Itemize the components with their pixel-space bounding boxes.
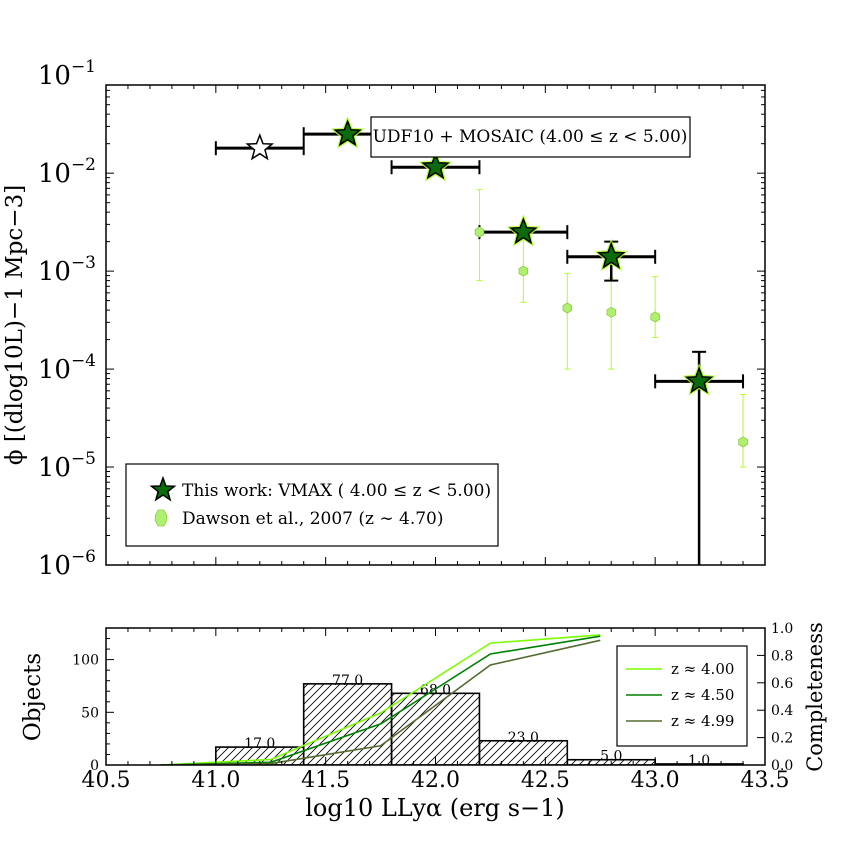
top-legend: This work: VMAX ( 4.00 ≤ z < 5.00) Dawso… bbox=[125, 463, 499, 547]
histogram-panel: 17.077.068.023.05.0 1.0 40.5 41.0 41.5 42.0 4… bbox=[20, 621, 827, 822]
bottom-x-tick-label: 41.5 bbox=[301, 768, 350, 793]
legend-star-shape bbox=[149, 475, 177, 502]
dawson-point bbox=[738, 436, 748, 448]
bottom-y-axis-label: Objects bbox=[20, 653, 46, 741]
bottom-y-tick-label: 0 bbox=[90, 758, 99, 774]
histogram-bar bbox=[390, 692, 481, 765]
bottom-x-tick-label: 42.5 bbox=[521, 768, 570, 793]
vmax-point bbox=[421, 152, 450, 180]
histogram-bar-label: 1.0 bbox=[688, 753, 710, 769]
bottom-x-tick-label: 43.0 bbox=[631, 768, 680, 793]
dawson-point bbox=[650, 311, 660, 323]
bottom-y2-axis-label: Completeness bbox=[803, 622, 827, 772]
top-y-tick-label: 10−2 bbox=[38, 155, 96, 189]
bottom-y2-tick-label: 1.0 bbox=[771, 621, 793, 637]
bottom-y-tick-label: 100 bbox=[72, 653, 99, 669]
legend-hexagon-marker bbox=[154, 509, 168, 527]
completeness-legend: z ≈ 4.00 z ≈ 4.50 z ≈ 4.99 bbox=[616, 645, 748, 747]
histogram-bar-label: 23.0 bbox=[508, 730, 539, 746]
bottom-y2-tick-label: 0.0 bbox=[771, 758, 793, 774]
top-plot-frame bbox=[105, 84, 766, 566]
completeness-lines bbox=[160, 634, 601, 765]
bottom-y-tick-label: 50 bbox=[81, 705, 99, 721]
lf-panel: 10−6 10−5 10−4 10−3 10−2 10−1 ϕ [(dlog10L)−1 … bbox=[2, 57, 766, 581]
completeness-line bbox=[160, 635, 601, 765]
vmax-point bbox=[684, 366, 714, 394]
dawson-point bbox=[518, 265, 529, 277]
completeness-legend-label: z ≈ 4.99 bbox=[671, 712, 734, 730]
completeness-line bbox=[160, 634, 601, 765]
histogram-bar-label: 17.0 bbox=[244, 736, 275, 752]
top-y-axis-label: ϕ [(dlog10L)−1 Mpc−3] bbox=[2, 185, 28, 465]
bottom-y2-tick-label: 0.6 bbox=[771, 676, 793, 692]
bottom-x-tick-label: 42.0 bbox=[411, 768, 460, 793]
vmax-point-open bbox=[245, 133, 275, 161]
top-y-tick-label: 10−5 bbox=[38, 449, 96, 483]
vmax-point bbox=[508, 216, 538, 245]
bottom-y2-tick-label: 0.8 bbox=[771, 648, 793, 664]
bottom-x-tick-label: 43.5 bbox=[741, 768, 790, 793]
completeness-line bbox=[160, 639, 601, 765]
completeness-legend-label: z ≈ 4.50 bbox=[671, 686, 734, 704]
vmax-point bbox=[596, 241, 626, 270]
top-y-tick-label: 10−4 bbox=[38, 351, 96, 385]
legend-frame bbox=[125, 463, 499, 547]
histogram-bar bbox=[478, 739, 569, 765]
dawson-point bbox=[562, 302, 572, 314]
bottom-x-tick-label: 41.0 bbox=[191, 768, 240, 793]
completeness-legend-label: z ≈ 4.00 bbox=[671, 660, 734, 678]
top-y-tick-labels: 10−6 10−5 10−4 10−3 10−2 10−1 bbox=[38, 57, 96, 581]
dawson-point bbox=[606, 306, 616, 318]
legend-entry-vmax: This work: VMAX ( 4.00 ≤ z < 5.00) bbox=[182, 481, 491, 501]
bottom-y2-tick-label: 0.4 bbox=[771, 703, 793, 719]
bottom-plot-frame bbox=[105, 627, 766, 766]
top-plot-area bbox=[214, 116, 748, 565]
annotation-box: UDF10 + MOSAIC (4.00 ≤ z < 5.00) bbox=[370, 116, 691, 158]
bottom-x-axis-label: log10 LLyα (erg s−1) bbox=[305, 794, 565, 822]
dawson-point bbox=[474, 226, 485, 238]
completeness-legend-frame bbox=[616, 645, 748, 747]
completeness-legend-entries: z ≈ 4.00 z ≈ 4.50 z ≈ 4.99 bbox=[626, 660, 734, 730]
legend-star-marker bbox=[149, 475, 177, 502]
top-y-tick-label: 10−3 bbox=[38, 253, 96, 287]
histogram-bar-label: 5.0 bbox=[600, 749, 622, 765]
vmax-point bbox=[333, 119, 362, 147]
top-y-tick-label: 10−6 bbox=[38, 547, 96, 581]
bottom-x-tick-label: 40.5 bbox=[82, 768, 131, 793]
annotation-text: UDF10 + MOSAIC (4.00 ≤ z < 5.00) bbox=[373, 127, 688, 147]
legend-entry-dawson: Dawson et al., 2007 (z ∼ 4.70) bbox=[182, 509, 444, 529]
bottom-y2-tick-label: 0.2 bbox=[771, 731, 793, 747]
histogram-bar-label: 77.0 bbox=[332, 673, 363, 689]
top-y-tick-label: 10−1 bbox=[38, 57, 96, 91]
